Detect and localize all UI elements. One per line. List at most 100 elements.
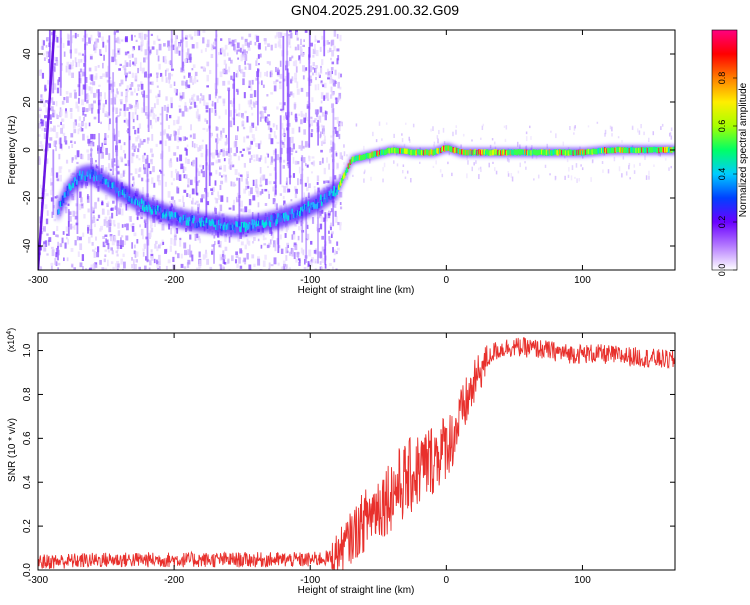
noise-streak: [84, 30, 87, 102]
noise-cell: [288, 251, 292, 256]
trace-cell: [372, 152, 375, 158]
noise-cell: [104, 133, 107, 138]
noise-cell: [268, 133, 272, 140]
noise-cell: [220, 149, 223, 153]
trace-cell: [214, 219, 216, 225]
trace-cell: [256, 220, 258, 226]
trace-cell: [641, 147, 643, 153]
noise-cell: [205, 249, 208, 254]
trace-cell: [308, 207, 311, 213]
noise-cell: [277, 262, 280, 266]
noise-cell: [159, 72, 163, 77]
noise-cell: [222, 259, 226, 264]
trace-cell: [77, 173, 79, 179]
noise-cell: [410, 177, 412, 183]
trace-cell: [78, 170, 81, 176]
trace-cell: [506, 149, 509, 156]
noise-cell: [191, 97, 193, 100]
noise-cell: [251, 122, 255, 128]
noise-cell: [168, 200, 172, 204]
noise-cell: [621, 173, 623, 178]
noise-cell: [264, 188, 268, 192]
x-tick-label: -300: [28, 275, 48, 286]
noise-cell: [141, 39, 144, 46]
trace-cell: [601, 147, 603, 154]
noise-cell: [90, 264, 94, 270]
trace-cell: [76, 179, 78, 185]
trace-cell: [293, 212, 295, 219]
trace-cell: [530, 150, 533, 156]
noise-cell: [78, 116, 82, 121]
trace-cell: [65, 191, 68, 197]
trace-cell: [225, 224, 228, 230]
noise-cell: [105, 99, 107, 105]
noise-cell: [83, 213, 86, 219]
noise-cell: [217, 159, 221, 163]
trace-cell: [390, 147, 393, 154]
noise-cell: [54, 56, 57, 61]
trace-cell: [195, 222, 197, 228]
noise-cell: [87, 208, 90, 213]
noise-cell: [312, 54, 315, 58]
trace-cell: [453, 148, 456, 154]
noise-cell: [77, 33, 80, 37]
noise-cell: [346, 154, 348, 157]
noise-cell: [117, 268, 119, 270]
noise-cell: [124, 51, 128, 56]
noise-cell: [282, 260, 286, 268]
trace-cell: [104, 179, 107, 185]
noise-cell: [224, 44, 228, 50]
trace-halo: [184, 210, 187, 230]
trace-cell: [229, 224, 232, 231]
trace-cell: [304, 204, 307, 211]
trace-cell: [502, 149, 505, 155]
trace-cell: [442, 145, 445, 151]
noise-cell: [52, 231, 56, 235]
trace-cell: [627, 148, 630, 154]
noise-cell: [279, 73, 283, 79]
noise-cell: [180, 253, 183, 259]
trace-cell: [299, 211, 301, 217]
noise-cell: [480, 137, 482, 140]
noise-cell: [71, 226, 75, 229]
noise-cell: [195, 211, 199, 214]
trace-cell: [206, 223, 209, 229]
noise-cell: [62, 42, 65, 49]
noise-cell: [143, 57, 146, 63]
noise-cell: [242, 233, 246, 238]
trace-cell: [117, 187, 119, 194]
noise-cell: [53, 66, 56, 73]
trace-cell: [558, 149, 560, 155]
noise-cell: [333, 30, 337, 37]
noise-cell: [74, 155, 78, 160]
noise-cell: [104, 194, 108, 200]
trace-halo: [234, 217, 237, 237]
noise-cell: [668, 167, 670, 171]
noise-cell: [82, 71, 86, 77]
noise-cell: [325, 72, 328, 75]
trace-cell: [230, 224, 233, 231]
noise-cell: [123, 110, 127, 117]
noise-cell: [573, 132, 575, 135]
trace-cell: [582, 150, 585, 156]
noise-cell: [223, 53, 226, 57]
trace-cell: [185, 220, 188, 226]
noise-cell: [580, 164, 582, 167]
noise-cell: [222, 68, 224, 74]
noise-cell: [100, 153, 103, 159]
noise-cell: [251, 112, 254, 116]
trace-cell: [133, 196, 135, 202]
trace-cell: [468, 150, 471, 156]
noise-cell: [166, 106, 169, 113]
noise-cell: [185, 79, 188, 87]
trace-cell: [554, 149, 557, 155]
trace-cell: [165, 211, 168, 217]
noise-cell: [135, 208, 139, 216]
trace-cell: [496, 150, 498, 156]
noise-cell: [97, 214, 101, 219]
noise-cell: [229, 164, 232, 170]
noise-cell: [191, 68, 194, 71]
noise-cell: [153, 40, 156, 45]
noise-cell: [162, 130, 166, 136]
noise-cell: [343, 151, 346, 157]
